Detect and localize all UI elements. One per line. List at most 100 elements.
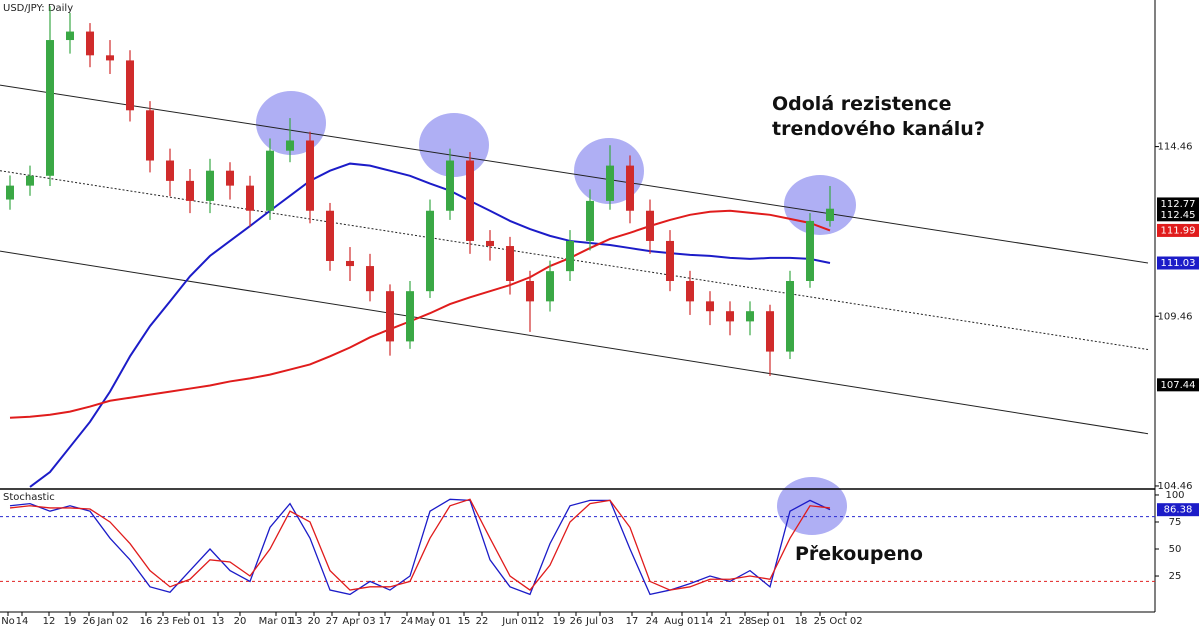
y-tick-label: 100 (1165, 490, 1184, 501)
candle-body (726, 311, 734, 322)
x-tick-label: Mar 01 (259, 616, 294, 627)
x-tick-label: Apr 03 (342, 616, 375, 627)
x-tick-label: 12 (43, 616, 56, 627)
y-tick-label: 104.46 (1158, 481, 1193, 492)
candle-body (606, 165, 614, 201)
candle-body (526, 280, 534, 302)
price-label-box (1157, 503, 1199, 517)
channel-line (0, 250, 1149, 435)
x-tick-label: 24 (401, 616, 414, 627)
x-tick-label: 17 (379, 616, 392, 627)
price-label-box (1157, 256, 1199, 270)
x-tick-label: 14 (701, 616, 714, 627)
price-label: 86.38 (1164, 505, 1193, 516)
candle-body (46, 40, 54, 176)
candle-body (746, 311, 754, 322)
candle-body (626, 165, 634, 211)
x-tick-label: Jan 02 (96, 616, 128, 627)
x-tick-label: No (1, 616, 15, 627)
candle-body (186, 180, 194, 201)
candle-body (446, 160, 454, 211)
channel-line (0, 84, 1149, 264)
x-tick-label: Jul 03 (585, 616, 614, 627)
candle-body (766, 311, 774, 352)
candle-body (166, 160, 174, 181)
line (9, 498, 831, 596)
candle-body (546, 271, 554, 302)
x-tick-label: 12 (532, 616, 545, 627)
candle-body (566, 240, 574, 272)
candle-body (426, 210, 434, 292)
x-tick-label: 18 (795, 616, 808, 627)
x-tick-label: Oct 02 (829, 616, 862, 627)
candle-body (206, 170, 214, 201)
x-tick-label: 13 (290, 616, 303, 627)
annotation: trendového kanálu? (772, 118, 985, 140)
candle-body (246, 185, 254, 211)
candle-body (66, 31, 74, 41)
chart-title: USD/JPY: Daily (3, 3, 73, 14)
x-tick-label: 14 (16, 616, 29, 627)
circle (784, 175, 856, 235)
x-tick-label: 20 (234, 616, 247, 627)
x-tick-label: 26 (570, 616, 583, 627)
line (9, 498, 831, 591)
y-tick-label: 114.46 (1158, 142, 1193, 153)
line (9, 209, 831, 419)
annotation: Odolá rezistence (772, 93, 952, 115)
price-label: 111.99 (1161, 225, 1196, 236)
circle (256, 91, 326, 155)
candle-body (146, 110, 154, 161)
candle-body (126, 60, 134, 111)
candle-body (706, 301, 714, 312)
candle-body (366, 266, 374, 292)
price-label-box (1157, 378, 1199, 392)
candle-body (506, 246, 514, 281)
candle-body (686, 280, 694, 302)
candle-body (26, 175, 34, 186)
candle-body (266, 150, 274, 211)
x-tick-label: 19 (553, 616, 566, 627)
x-tick-label: 22 (476, 616, 489, 627)
candle-body (586, 200, 594, 241)
y-tick-label: 109.46 (1158, 311, 1193, 322)
annotation: Překoupeno (795, 543, 923, 565)
x-tick-label: 13 (212, 616, 225, 627)
x-tick-label: May 01 (415, 616, 452, 627)
candle-body (306, 140, 314, 211)
candle-body (326, 210, 334, 261)
x-tick-label: 28 (739, 616, 752, 627)
price-label-box (1157, 197, 1199, 211)
x-tick-label: 20 (308, 616, 321, 627)
price-label: 111.03 (1161, 258, 1196, 269)
price-label: 112.77 (1161, 199, 1196, 210)
x-tick-label: Feb 01 (172, 616, 206, 627)
y-tick-label: 75 (1169, 517, 1182, 528)
candle-body (466, 160, 474, 241)
price-label-box (1157, 223, 1199, 237)
price-label: 112.45 (1161, 210, 1196, 221)
x-tick-label: Aug 01 (664, 616, 699, 627)
candle-body (826, 208, 834, 221)
candle-body (666, 240, 674, 281)
x-tick-label: 23 (157, 616, 170, 627)
x-tick-label: 19 (64, 616, 77, 627)
y-tick-label: 50 (1169, 544, 1182, 555)
x-tick-label: Sep 01 (751, 616, 786, 627)
candle-body (86, 31, 94, 56)
candle-body (786, 280, 794, 352)
candle-body (806, 220, 814, 281)
x-tick-label: 25 (814, 616, 827, 627)
x-tick-label: 15 (458, 616, 471, 627)
price-label: 107.44 (1161, 380, 1196, 391)
x-tick-label: 16 (140, 616, 153, 627)
candle-body (286, 140, 294, 151)
x-tick-label: 24 (646, 616, 659, 627)
x-tick-label: 17 (626, 616, 639, 627)
x-tick-label: 26 (83, 616, 96, 627)
candle-body (386, 291, 394, 342)
y-tick-label: 25 (1169, 571, 1182, 582)
candle-body (106, 55, 114, 61)
